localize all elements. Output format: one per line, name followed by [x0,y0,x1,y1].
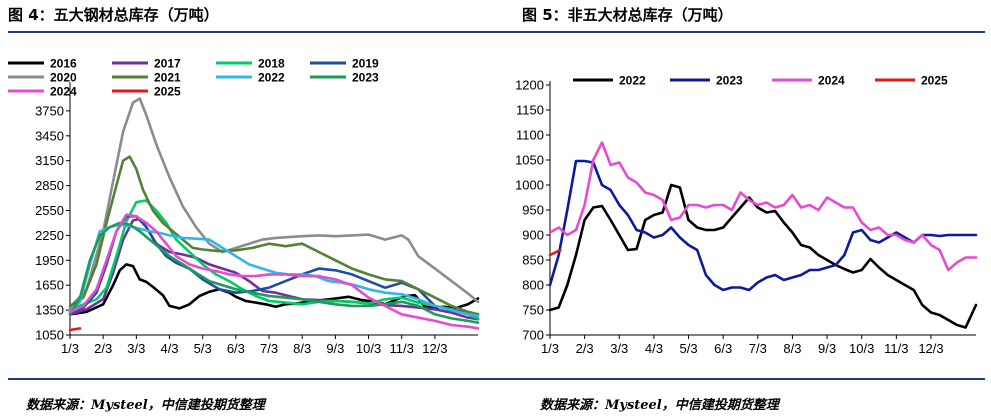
legend-label-2025: 2025 [154,85,181,99]
y-tick-label: 2550 [35,203,64,218]
x-tick-label: 10/3 [356,341,381,356]
legend-label-2022: 2022 [258,71,285,85]
y-tick-label: 1050 [35,328,64,343]
y-tick-label: 1650 [35,278,64,293]
series-line-2023 [68,221,480,324]
x-tick-label: 12/3 [422,341,447,356]
legend-label-2020: 2020 [50,71,77,85]
legend-label-2018: 2018 [258,57,285,71]
x-tick-label: 6/3 [714,341,732,356]
top-rule [8,31,985,33]
legend-label-2024: 2024 [50,85,77,99]
y-tick-label: 1350 [35,303,64,318]
y-tick-label: 900 [522,228,544,243]
y-tick-label: 1950 [35,253,64,268]
legend-label-2021: 2021 [154,71,181,85]
bottom-rule [8,378,985,380]
x-tick-label: 1/3 [541,341,559,356]
left-source-note: 数据来源：Mysteel，中信建投期货整理 [26,398,265,413]
legend-label-2017: 2017 [154,57,181,71]
x-tick-label: 7/3 [260,341,278,356]
y-tick-label: 700 [522,328,544,343]
left-panel-title: 图 4：五大钢材总库存（万吨） [8,6,219,24]
y-tick-label: 850 [522,253,544,268]
legend-label-2022: 2022 [619,74,646,88]
x-tick-label: 12/3 [918,341,943,356]
x-tick-label: 3/3 [610,341,628,356]
y-tick-label: 2850 [35,178,64,193]
legend-label-2023: 2023 [352,71,379,85]
x-tick-label: 5/3 [194,341,212,356]
right-panel-title: 图 5：非五大材总库存（万吨） [522,6,733,24]
x-tick-label: 4/3 [645,341,663,356]
x-tick-label: 9/3 [326,341,344,356]
y-tick-label: 2250 [35,228,64,243]
x-tick-label: 11/3 [390,341,414,356]
series-line-2025 [548,248,562,257]
legend-label-2024: 2024 [818,74,845,88]
x-tick-label: 7/3 [749,341,767,356]
series-line-2018 [68,199,480,320]
series-line-2025 [68,327,82,332]
y-tick-label: 800 [522,278,544,293]
y-tick-label: 3750 [35,103,64,118]
x-tick-label: 8/3 [293,341,311,356]
right-chart: 700 750 800 850 900 950 1000 1050 1100 1150 1200 1/… [515,74,978,356]
y-tick-label: 3450 [35,128,64,143]
legend-label-2025: 2025 [921,74,948,88]
x-tick-label: 8/3 [783,341,801,356]
x-tick-label: 2/3 [576,341,594,356]
y-tick-label: 1150 [516,103,544,118]
series-line-2022 [548,183,978,329]
series-line-2020 [68,97,480,309]
x-tick-label: 6/3 [227,341,245,356]
y-tick-label: 1200 [515,78,544,93]
y-tick-label: 3150 [35,153,64,168]
right-source-note: 数据来源：Mysteel，中信建投期货整理 [540,398,779,413]
x-tick-label: 4/3 [160,341,178,356]
x-tick-label: 9/3 [818,341,836,356]
series-line-2024 [68,213,480,330]
x-tick-label: 1/3 [61,341,79,356]
x-tick-label: 2/3 [94,341,112,356]
series-line-2021 [68,155,480,316]
y-tick-label: 1050 [515,153,544,168]
series-line-2022 [68,223,480,318]
legend-label-2023: 2023 [716,74,743,88]
y-tick-label: 1000 [515,178,544,193]
series-line-2023 [548,159,978,292]
x-tick-label: 11/3 [884,341,908,356]
legend-label-2016: 2016 [50,57,77,71]
y-tick-label: 1100 [516,128,544,143]
y-tick-label: 750 [522,303,544,318]
x-tick-label: 3/3 [127,341,145,356]
series-line-2024 [548,141,978,272]
y-tick-label: 950 [522,203,544,218]
legend-label-2019: 2019 [352,57,379,71]
left-chart: 1050 1350 1650 1950 2250 2550 2850 3150 3450 3750… [8,57,480,356]
x-tick-label: 10/3 [849,341,874,356]
x-tick-label: 5/3 [679,341,697,356]
series-line-2017 [68,217,480,321]
